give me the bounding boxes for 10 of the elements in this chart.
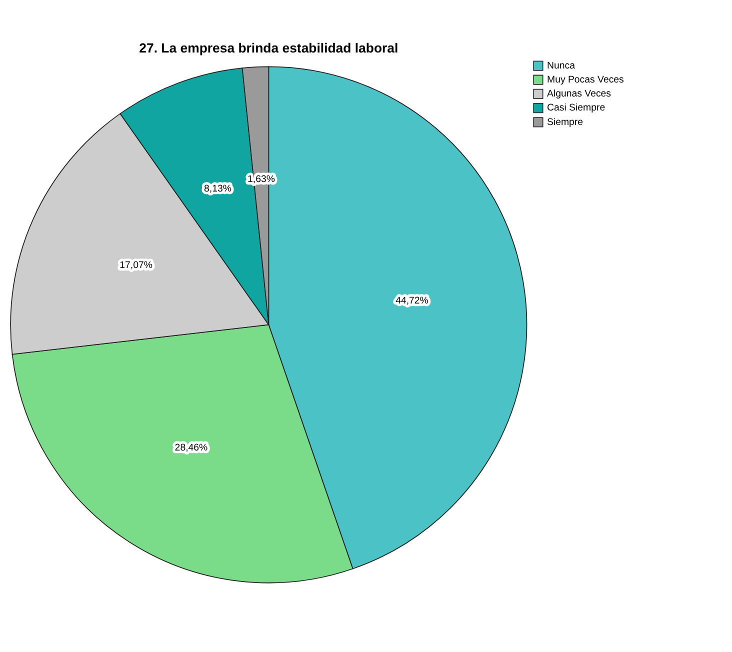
data-label: 17,07% [120,260,153,271]
legend-label: Muy Pocas Veces [547,74,624,86]
data-label: 28,46% [174,442,208,454]
chart-title: 27. La empresa brinda estabilidad laboral [139,40,398,56]
legend-label: Casi Siempre [547,102,606,114]
legend-label: Algunas Veces [547,88,612,100]
data-label: 44,72% [396,295,429,306]
legend-label: Siempre [547,116,584,128]
legend-label: Nunca [547,60,576,72]
data-label: 8,13% [204,183,232,194]
